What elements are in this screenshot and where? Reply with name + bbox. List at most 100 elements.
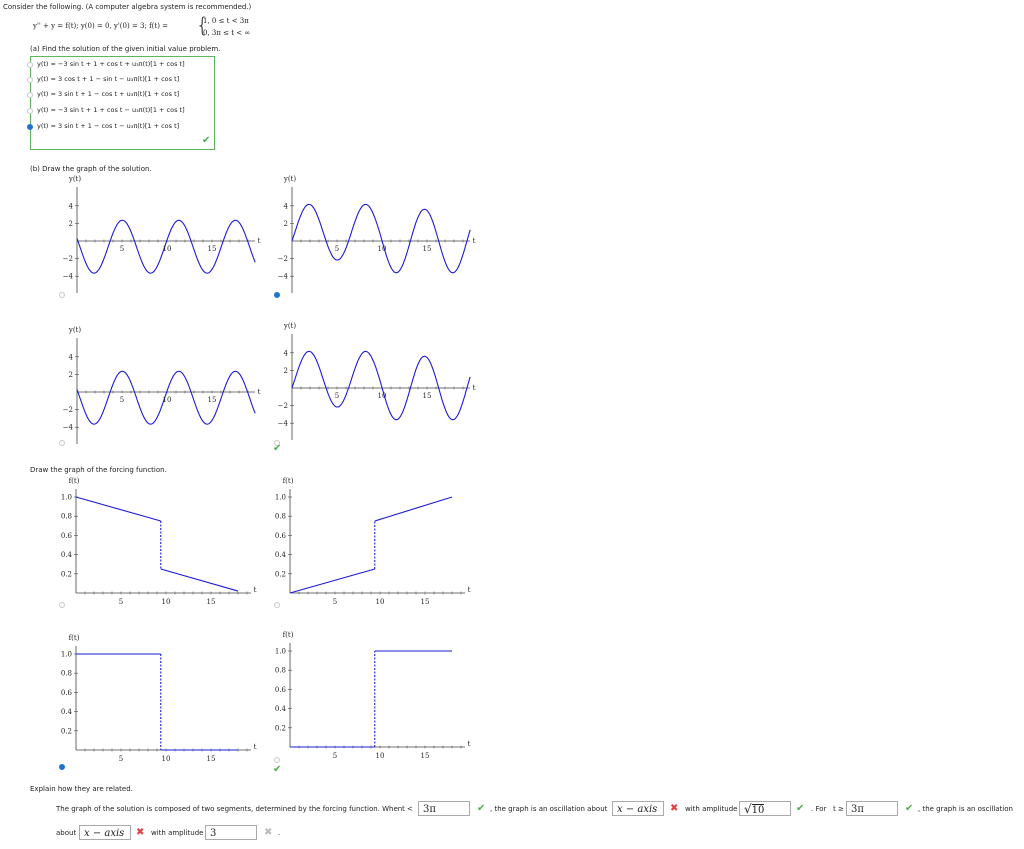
answer-choices-box: y(t) = −3 sin t + 1 + cos t + u₃π(t)[1 +… <box>27 56 215 150</box>
cross-icon: ✖ <box>264 827 273 838</box>
forcing-graph-3 <box>74 646 251 752</box>
forcing-segment-2 <box>160 568 239 592</box>
y-tick-label: −4 <box>278 420 289 428</box>
t-tick-label: 10 <box>378 392 387 400</box>
t-tick-label: 5 <box>333 598 337 606</box>
forcing-segment-1 <box>289 568 375 594</box>
y-tick-label: 4 <box>284 202 289 210</box>
f-tick-label: 0.2 <box>61 727 72 735</box>
solution-graph-2-radio[interactable] <box>274 292 280 298</box>
solution-graph-4 <box>290 334 471 440</box>
f-tick-label: 0.6 <box>61 689 73 697</box>
t-tick-label: 5 <box>119 755 123 763</box>
option-2-radio[interactable] <box>27 77 33 83</box>
solution-graph-3-radio[interactable] <box>59 440 65 446</box>
t-tick-label: 5 <box>333 752 337 760</box>
t-axis-label: t <box>258 388 261 396</box>
f-tick-label: 0.4 <box>275 551 287 559</box>
t-tick-label: 15 <box>421 598 430 606</box>
t-tick-label: 10 <box>378 245 387 253</box>
t-tick-label: 15 <box>421 752 430 760</box>
answer-2-input[interactable]: x − axis <box>612 801 664 816</box>
t-tick-label: 5 <box>120 396 124 404</box>
solution-curve <box>76 219 256 274</box>
part-a-label: (a) Find the solution of the given initi… <box>30 45 221 53</box>
cross-icon: ✖ <box>136 827 145 838</box>
f-tick-label: 0.8 <box>275 513 286 521</box>
sqrt-symbol: √ <box>744 802 752 816</box>
f-tick-label: 0.4 <box>61 551 73 559</box>
t-tick-label: 15 <box>207 755 216 763</box>
option-2-text: y(t) = 3 cos t + 1 − sin t − u₃π(t)[1 + … <box>37 75 180 83</box>
f-tick-label: 0.2 <box>61 570 72 578</box>
solution-curve <box>76 370 256 425</box>
t-tick-label: 5 <box>119 598 123 606</box>
f-tick-label: 0.6 <box>61 532 73 540</box>
option-5-radio[interactable] <box>27 124 33 130</box>
forcing-label: Draw the graph of the forcing function. <box>30 466 167 474</box>
forcing-graph-4 <box>288 643 465 749</box>
t-tick-label: 15 <box>208 396 217 404</box>
explain-sentence-1: The graph of the solution is composed of… <box>56 805 403 813</box>
t-tick-label: 10 <box>163 396 172 404</box>
piece-1: 1, 0 ≤ t < 3π <box>203 17 249 25</box>
y-tick-label: −2 <box>63 406 73 414</box>
y-tick-label: 4 <box>69 353 74 361</box>
solution-graph-4-radio[interactable] <box>274 440 280 446</box>
explain-s3: with amplitude <box>685 805 738 813</box>
solution-graph-2 <box>290 187 471 293</box>
t-tick-label: 10 <box>163 245 172 253</box>
f-axis-label: f(t) <box>69 477 80 485</box>
answer-6-input[interactable]: 3 <box>205 825 257 840</box>
t-tick-label: 5 <box>335 245 339 253</box>
t-greater-equal: t ≥ <box>833 805 844 813</box>
explain-about: about <box>56 829 77 837</box>
check-icon: ✔ <box>273 443 282 454</box>
option-1-radio[interactable] <box>27 62 33 68</box>
y-tick-label: −2 <box>278 255 288 263</box>
f-tick-label: 1.0 <box>61 651 72 659</box>
solution-graph-1 <box>75 187 256 293</box>
answer-3-input[interactable]: √10 <box>739 801 791 816</box>
intro-text: Consider the following. (A computer alge… <box>3 3 252 11</box>
forcing-graph-2 <box>288 489 465 595</box>
y-tick-label: 2 <box>69 371 73 379</box>
cross-icon: ✖ <box>670 803 679 814</box>
forcing-graph-2-radio[interactable] <box>274 602 280 608</box>
forcing-graph-1-radio[interactable] <box>59 602 65 608</box>
check-icon: ✔ <box>796 803 805 814</box>
t-axis-label: t <box>473 384 476 392</box>
answer-4-input[interactable]: 3π <box>846 801 898 816</box>
f-tick-label: 0.4 <box>275 705 287 713</box>
y-tick-label: 4 <box>69 202 74 210</box>
y-axis-label: y(t) <box>283 175 296 183</box>
solution-curve <box>291 203 471 274</box>
option-4-radio[interactable] <box>27 108 33 114</box>
answer-5-input[interactable]: x − axis <box>79 825 131 840</box>
forcing-graph-4-radio[interactable] <box>274 757 280 763</box>
answer-1-input[interactable]: 3π <box>418 801 470 816</box>
t-tick-label: 5 <box>335 392 339 400</box>
explain-s5: , the graph is an oscillation <box>918 805 1013 813</box>
part-b-label: (b) Draw the graph of the solution. <box>30 165 152 173</box>
solution-graph-1-radio[interactable] <box>59 292 65 298</box>
y-axis-label: y(t) <box>283 322 296 330</box>
explain-s4: . For <box>811 805 827 813</box>
t-tick-label: 15 <box>208 245 217 253</box>
f-tick-label: 0.8 <box>275 667 286 675</box>
forcing-graph-3-radio[interactable] <box>59 764 65 770</box>
t-tick-label: 15 <box>423 245 432 253</box>
explain-s6: with amplitude <box>151 829 204 837</box>
t-tick-label: 5 <box>120 245 124 253</box>
y-tick-label: 4 <box>284 349 289 357</box>
f-tick-label: 0.2 <box>275 570 286 578</box>
forcing-segment-1 <box>75 496 161 522</box>
f-tick-label: 1.0 <box>275 494 286 502</box>
y-tick-label: −4 <box>278 273 289 281</box>
t-tick-label: 10 <box>376 752 385 760</box>
f-axis-label: f(t) <box>69 634 80 642</box>
y-tick-label: −4 <box>63 273 74 281</box>
option-3-radio[interactable] <box>27 92 33 98</box>
t-tick-label: 15 <box>423 392 432 400</box>
